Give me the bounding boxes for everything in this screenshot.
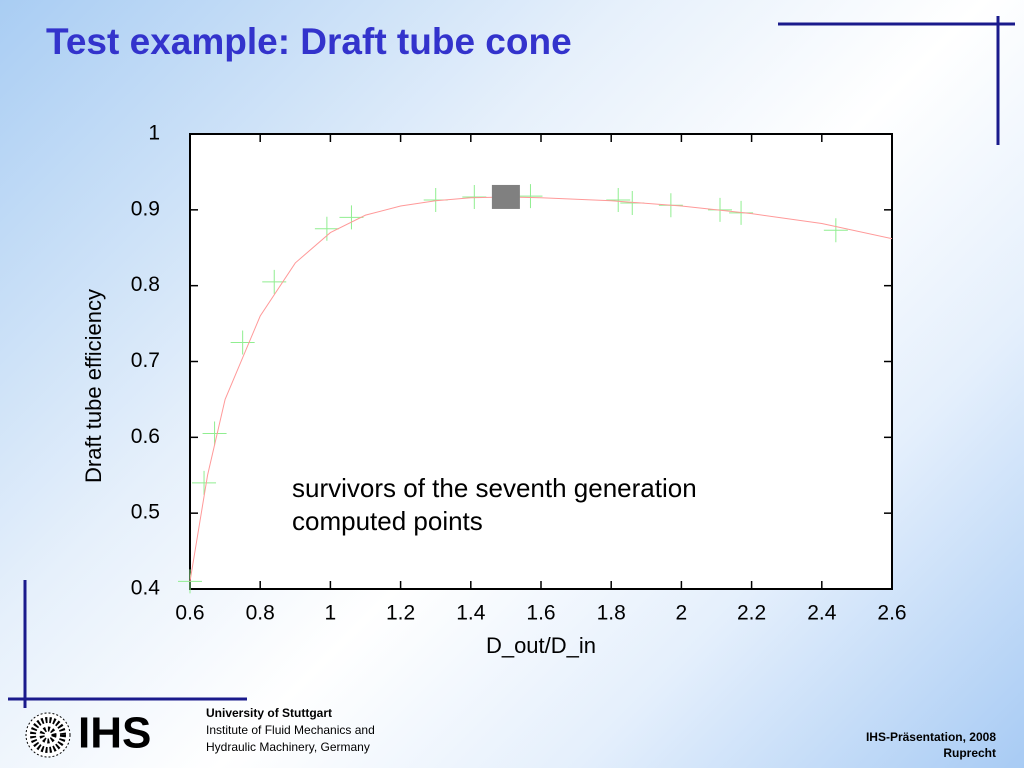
x-axis-label: D_out/D_in [486, 633, 596, 658]
y-tick-label: 0.4 [131, 577, 161, 600]
logo-text: IHS [78, 709, 151, 758]
y-tick-label: 0.7 [131, 349, 160, 372]
legend-label: computed points [292, 506, 483, 536]
institute: Institute of Fluid Mechanics and [206, 723, 375, 737]
x-tick-label: 1.6 [526, 602, 555, 625]
y-tick-label: 0.9 [131, 197, 160, 220]
y-tick-label: 1 [148, 122, 160, 145]
slide-title: Test example: Draft tube cone [46, 21, 572, 62]
x-tick-label: 0.6 [175, 602, 204, 625]
point [518, 184, 543, 209]
y-tick-label: 0.8 [131, 273, 160, 296]
point [606, 187, 631, 212]
presentation: IHS-Präsentation, 2008 [866, 730, 996, 744]
y-tick-label: 0.5 [131, 501, 160, 524]
x-tick-label: 1.2 [386, 602, 415, 625]
point [230, 330, 255, 355]
x-tick-label: 2.4 [807, 602, 837, 625]
point [202, 421, 227, 446]
point [192, 470, 217, 495]
x-tick-label: 2.6 [877, 602, 906, 625]
legend-label: survivors of the seventh generation [292, 473, 697, 503]
curve [189, 196, 893, 582]
x-tick-label: 1 [325, 602, 337, 625]
logo-ring [30, 717, 66, 753]
point [462, 184, 487, 209]
y-tick-label: 0.6 [131, 425, 160, 448]
x-tick-label: 2 [676, 602, 688, 625]
best-point [491, 184, 520, 209]
point [339, 205, 364, 230]
x-tick-label: 2.2 [737, 602, 766, 625]
x-tick-label: 1.8 [597, 602, 626, 625]
university: University of Stuttgart [206, 706, 332, 720]
logo [25, 712, 71, 758]
point [314, 216, 339, 241]
logo-ring [39, 726, 57, 744]
y-axis-label: Draft tube efficiency [81, 289, 106, 483]
x-tick-label: 0.8 [246, 602, 275, 625]
institute: Hydraulic Machinery, Germany [206, 740, 370, 754]
x-tick-label: 1.4 [456, 602, 486, 625]
point [178, 569, 202, 594]
point [823, 218, 848, 243]
author: Ruprecht [943, 746, 996, 760]
plot-area [189, 133, 893, 590]
